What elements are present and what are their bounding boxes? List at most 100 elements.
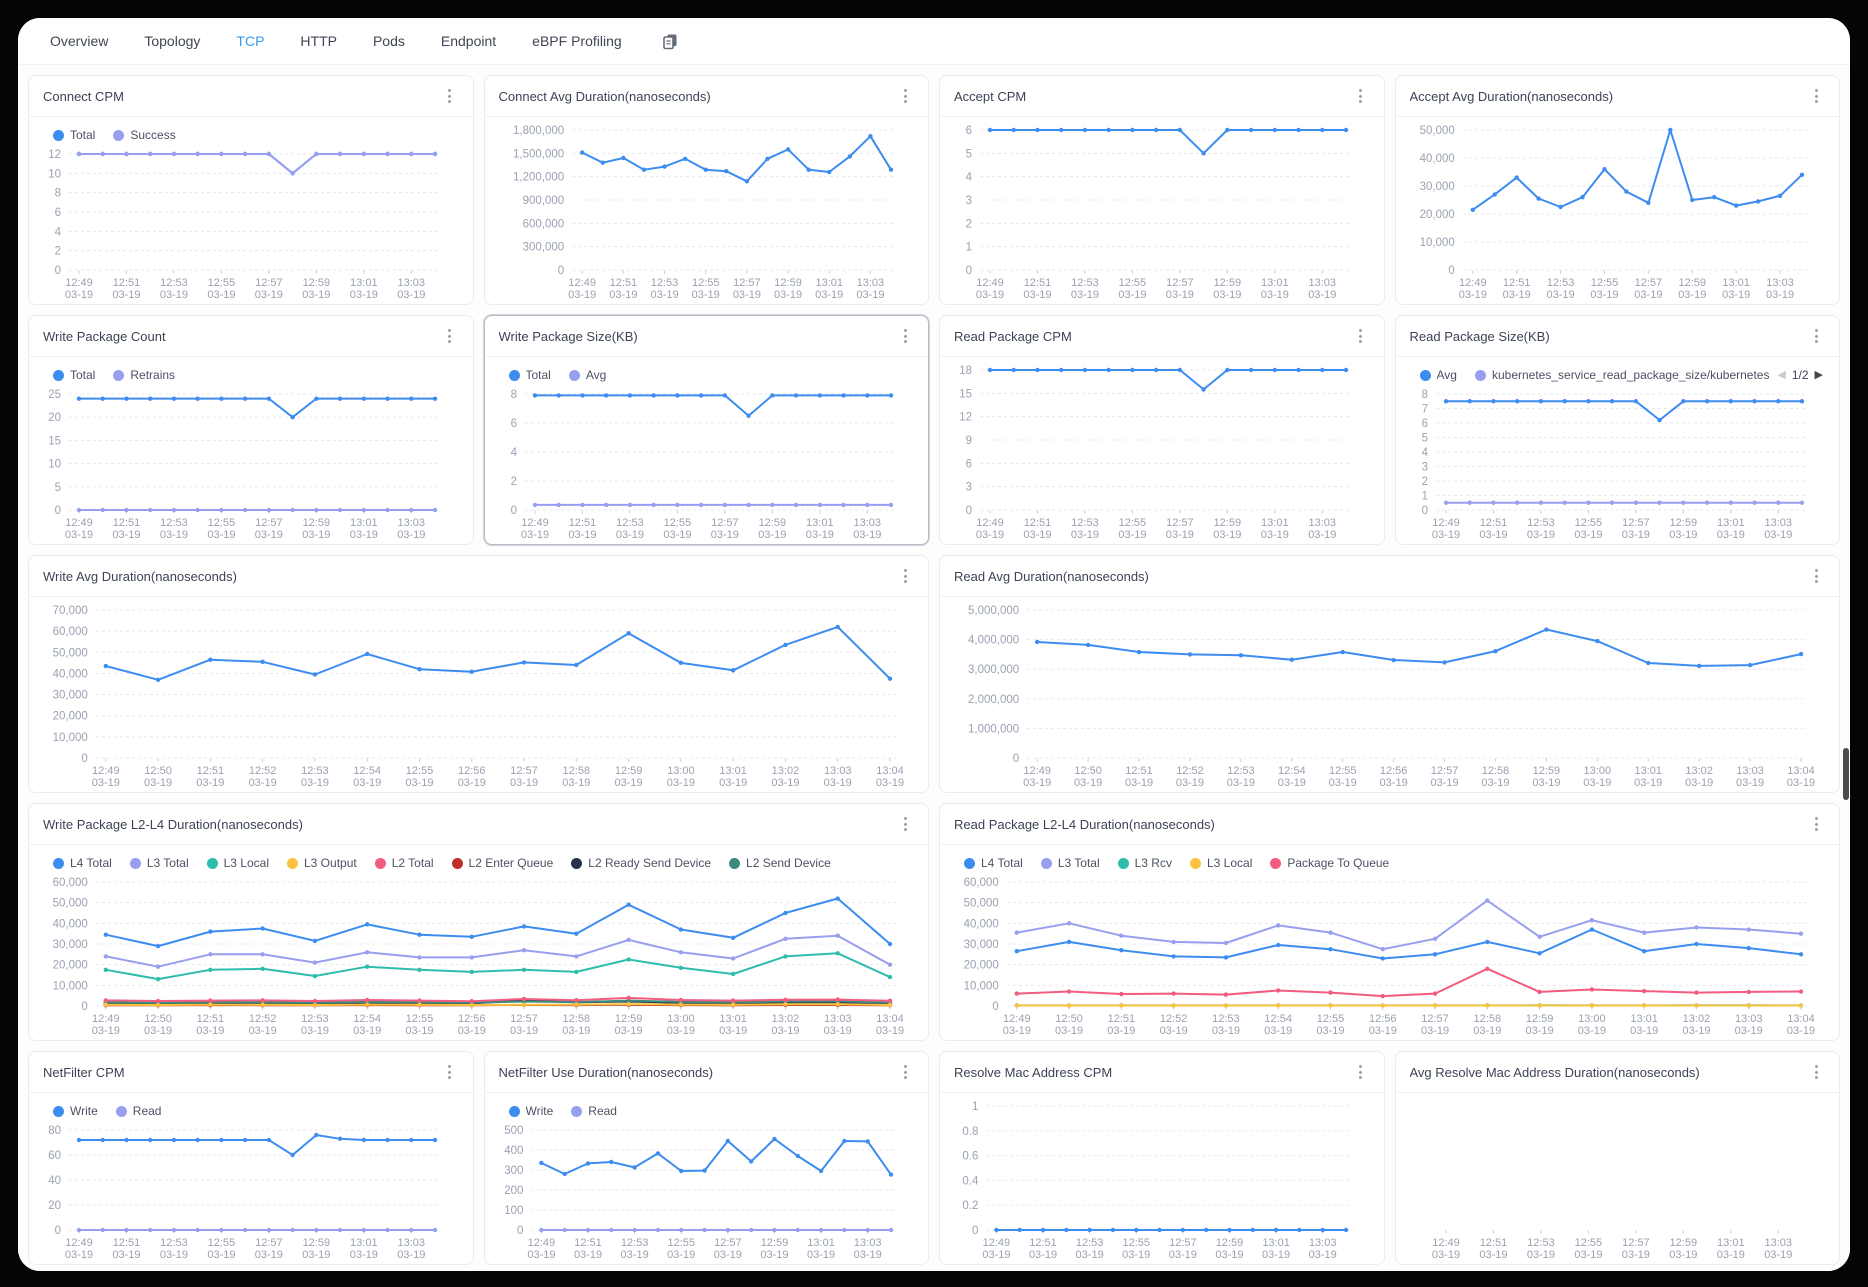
legend-item[interactable]: Total [508, 368, 551, 382]
kebab-menu-icon[interactable] [1807, 814, 1825, 834]
panel-write-package-count: Write Package Count Total Retrains 0 5 10 1… [28, 315, 474, 545]
kebab-menu-icon[interactable] [441, 86, 459, 106]
legend-item[interactable]: Read [115, 1104, 161, 1118]
kebab-menu-icon[interactable] [1807, 566, 1825, 586]
legend-item[interactable]: L3 Output [287, 856, 357, 870]
svg-text:03-19: 03-19 [1029, 1249, 1057, 1261]
svg-text:12:54: 12:54 [353, 1013, 381, 1025]
legend-item[interactable]: kubernetes_service_read_package_size/kub… [1474, 368, 1773, 382]
kebab-menu-icon[interactable] [1352, 326, 1370, 346]
legend-item[interactable]: Read [571, 1104, 617, 1118]
chart-canvas[interactable]: 0 2 4 6 8 12:49 03-19 12:51 03-19 12:53 03-19 12:55… [499, 387, 915, 542]
svg-text:12:58: 12:58 [1474, 1013, 1502, 1025]
copy-dashboard-button[interactable] [662, 33, 679, 50]
legend-item[interactable]: L3 Total [129, 856, 189, 870]
legend-item[interactable]: L2 Enter Queue [451, 856, 553, 870]
panel-header: Accept Avg Duration(nanoseconds) [1395, 76, 1839, 117]
legend-item[interactable]: L2 Total [374, 856, 434, 870]
chart-canvas[interactable]: 0 300,000 600,000 900,000 1,200,000 1,500,000… [499, 123, 915, 302]
legend-next-icon[interactable]: ▶ [1814, 368, 1823, 381]
tab-tcp[interactable]: TCP [236, 33, 265, 49]
legend-item[interactable]: Success [113, 128, 176, 142]
kebab-menu-icon[interactable] [896, 566, 914, 586]
panel-title: Resolve Mac Address CPM [954, 1064, 1113, 1080]
legend-item[interactable]: L4 Total [53, 856, 112, 870]
panel-title: Accept CPM [954, 88, 1027, 104]
legend-item[interactable]: Total [53, 128, 95, 142]
legend-item[interactable]: Total [53, 368, 95, 382]
kebab-menu-icon[interactable] [896, 1062, 914, 1082]
chart-canvas[interactable]: 0 10,000 20,000 30,000 40,000 50,000 60,000 70,… [43, 603, 914, 790]
svg-text:03-19: 03-19 [710, 529, 738, 541]
tab-pods[interactable]: Pods [372, 33, 405, 49]
chart-canvas[interactable]: 0 10,000 20,000 30,000 40,000 50,000 60,000 12:… [43, 875, 914, 1038]
svg-text:03-19: 03-19 [719, 777, 747, 789]
chart-canvas[interactable]: 0 1,000,000 2,000,000 3,000,000 4,000,000 5,0… [954, 603, 1825, 790]
svg-text:12:56: 12:56 [1369, 1013, 1397, 1025]
panel-body: L4 Total L3 Total L3 Rcv L3 Local Packag… [940, 845, 1839, 1040]
chart-canvas[interactable]: 12:49 03-19 12:51 03-19 12:53 03-19 12:55 03-19… [1410, 1099, 1826, 1262]
panel-header: Connect CPM [29, 76, 473, 117]
legend-item[interactable]: L3 Total [1040, 856, 1100, 870]
chart-canvas[interactable]: 0 3 6 9 12 15 18 12:49 03-19 12:51 03-19 12:53 03-19… [954, 363, 1370, 542]
chart-canvas[interactable]: 0 10,000 20,000 30,000 40,000 50,000 12:49 03-1… [1410, 123, 1826, 302]
legend-item[interactable]: L2 Ready Send Device [571, 856, 711, 870]
legend-item[interactable]: Write [53, 1104, 98, 1118]
svg-text:40,000: 40,000 [53, 668, 88, 680]
svg-text:03-19: 03-19 [249, 777, 277, 789]
legend-item[interactable]: L3 Rcv [1117, 856, 1172, 870]
chart-canvas[interactable]: 0 2 4 6 8 10 12 12:49 03-19 12:51 03-19 12:53 03-19 1… [43, 147, 459, 302]
legend-item[interactable]: Write [508, 1104, 553, 1118]
legend-item[interactable]: L3 Local [206, 856, 269, 870]
svg-text:03-19: 03-19 [458, 1025, 486, 1037]
svg-text:03-19: 03-19 [301, 777, 329, 789]
app-window: Overview Topology TCP HTTP Pods Endpoint eBPF … [18, 18, 1850, 1271]
legend-item-label: Total [525, 368, 551, 382]
tab-http[interactable]: HTTP [300, 33, 337, 49]
svg-text:03-19: 03-19 [397, 529, 425, 541]
legend-item-label: L3 Local [1206, 856, 1253, 870]
legend-item[interactable]: L4 Total [964, 856, 1023, 870]
svg-text:0: 0 [510, 505, 516, 517]
svg-text:20,000: 20,000 [964, 960, 999, 972]
legend-item[interactable]: Avg [568, 368, 606, 382]
svg-text:13:04: 13:04 [1787, 1013, 1815, 1025]
chart-canvas[interactable]: 0 0.2 0.4 0.6 0.8 1 12:49 03-19 12:51 03-19 12:53 0… [954, 1099, 1370, 1262]
chart-canvas[interactable]: 0 1 2 3 4 5 6 7 8 12:49 03-19 12:51 03-19 12:53 03-19 1… [1410, 387, 1826, 542]
svg-text:12:50: 12:50 [1074, 765, 1102, 777]
kebab-menu-icon[interactable] [1352, 1062, 1370, 1082]
legend-prev-icon[interactable]: ◀ [1777, 368, 1786, 381]
kebab-menu-icon[interactable] [1807, 326, 1825, 346]
legend-item[interactable]: L2 Send Device [729, 856, 831, 870]
chart-canvas[interactable]: 0 5 10 15 20 25 12:49 03-19 12:51 03-19 12:53 03-19… [43, 387, 459, 542]
legend-item[interactable]: Retrains [113, 368, 175, 382]
tab-overview[interactable]: Overview [50, 33, 109, 49]
svg-text:03-19: 03-19 [1176, 777, 1204, 789]
panel-header: Read Package Size(KB) [1395, 316, 1839, 357]
legend-item[interactable]: Avg [1419, 368, 1457, 382]
tab-topology[interactable]: Topology [144, 33, 201, 49]
chart-canvas[interactable]: 0 100 200 300 400 500 12:49 03-19 12:51 03-19 12:5… [499, 1123, 915, 1262]
legend-dot-icon [729, 857, 741, 869]
chart-canvas[interactable]: 0 10,000 20,000 30,000 40,000 50,000 60,000 12:… [954, 875, 1825, 1038]
kebab-menu-icon[interactable] [896, 86, 914, 106]
kebab-menu-icon[interactable] [1807, 86, 1825, 106]
chart-canvas[interactable]: 0 1 2 3 4 5 6 12:49 03-19 12:51 03-19 12:53 03-19 12:… [954, 123, 1370, 302]
legend-item-label: L3 Total [146, 856, 189, 870]
kebab-menu-icon[interactable] [896, 814, 914, 834]
chart-canvas[interactable]: 0 20 40 60 80 12:49 03-19 12:51 03-19 12:53 03-19 1… [43, 1123, 459, 1262]
svg-text:12:49: 12:49 [65, 1237, 93, 1249]
kebab-menu-icon[interactable] [1807, 1062, 1825, 1082]
legend-item[interactable]: Package To Queue [1270, 856, 1389, 870]
svg-text:03-19: 03-19 [520, 529, 548, 541]
svg-text:03-19: 03-19 [1166, 529, 1194, 541]
svg-text:03-19: 03-19 [160, 289, 188, 301]
kebab-menu-icon[interactable] [1352, 86, 1370, 106]
kebab-menu-icon[interactable] [441, 1062, 459, 1082]
legend-item[interactable]: L3 Local [1189, 856, 1253, 870]
kebab-menu-icon[interactable] [441, 326, 459, 346]
tab-endpoint[interactable]: Endpoint [440, 33, 497, 49]
vertical-scrollbar-thumb[interactable] [1843, 748, 1849, 800]
kebab-menu-icon[interactable] [896, 326, 914, 346]
tab-ebpf-profiling[interactable]: eBPF Profiling [532, 33, 622, 49]
